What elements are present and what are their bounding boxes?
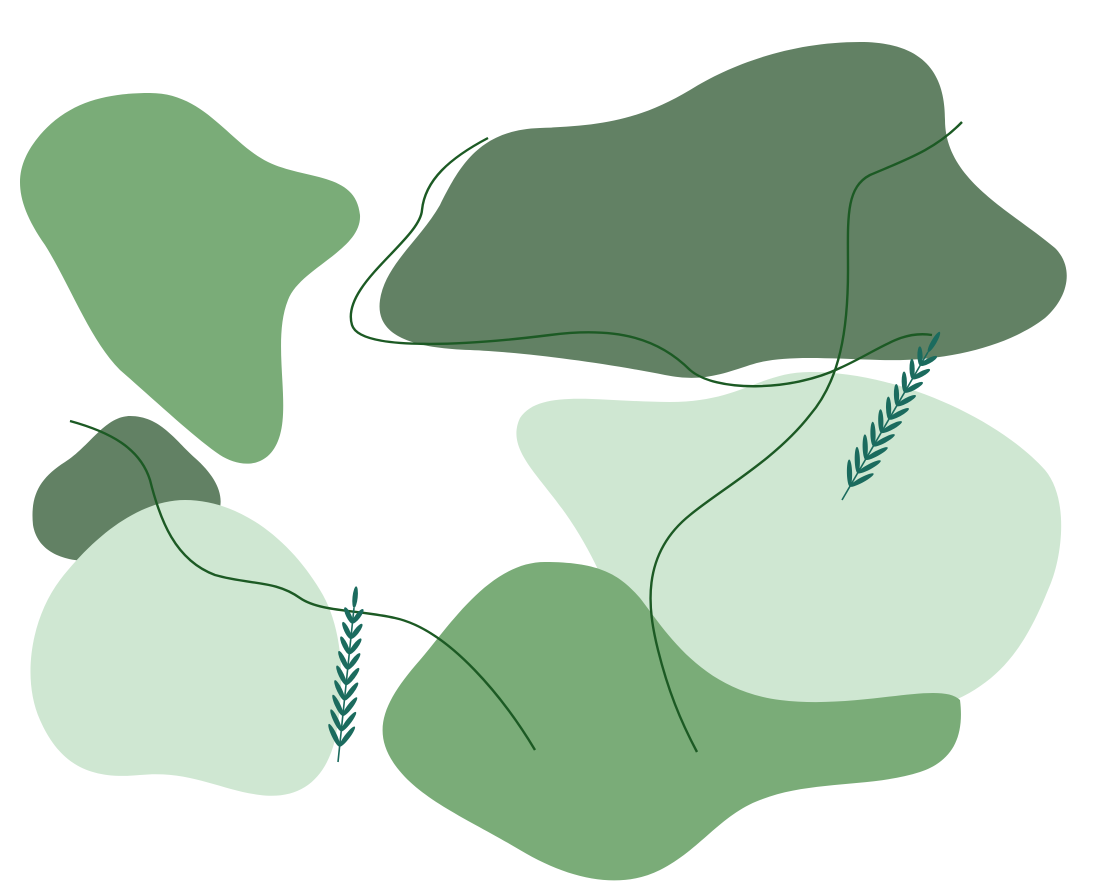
- blob-medium-green-bottom: [382, 562, 961, 881]
- sprig-leaf: [904, 381, 923, 393]
- blob-medium-green-top-left: [20, 93, 361, 464]
- sprig-lower: [328, 586, 364, 763]
- sprig-leaf: [328, 723, 341, 747]
- vine-right: [649, 121, 963, 753]
- sprig-leaf: [917, 346, 923, 366]
- blob-pale-green-bottom-left: [30, 500, 342, 796]
- blob-dark-green-top-right: [379, 42, 1067, 378]
- sprig-leaf: [873, 434, 895, 447]
- sprig-leaf: [846, 459, 853, 487]
- vine-top: [349, 136, 933, 388]
- sprig-upper-right: [841, 331, 941, 501]
- sprig-leaf: [340, 636, 350, 655]
- sprig-leaf: [888, 408, 909, 420]
- sprig-leaf: [885, 396, 892, 420]
- sprig-leaf: [849, 473, 874, 487]
- sprig-leaf: [340, 711, 357, 732]
- sprig-leaf: [854, 446, 860, 474]
- sprig-leaf: [336, 665, 347, 686]
- sprig-leaf: [342, 697, 358, 716]
- sprig-leaf: [348, 638, 362, 655]
- sprig-leaf: [865, 447, 888, 461]
- sprig-leaf: [878, 409, 884, 433]
- sprig-leaf: [870, 421, 876, 447]
- sprig-leaf: [920, 355, 938, 366]
- sprig-leaf: [881, 421, 902, 434]
- sprig-leaf: [344, 682, 359, 701]
- sprig-leaf: [332, 694, 344, 716]
- sprig-leaf: [927, 331, 941, 353]
- sprig-leaf: [334, 680, 345, 701]
- sprig-leaf: [896, 395, 916, 407]
- sprig-leaf: [347, 653, 361, 670]
- sprig-leaf: [344, 607, 354, 624]
- sprig-leaf: [857, 460, 881, 474]
- sprig-leaf: [912, 368, 931, 380]
- sprig-leaf: [338, 650, 349, 670]
- sprig-leaf: [350, 623, 363, 640]
- sprig-leaf: [330, 709, 342, 732]
- sprig-leaf: [339, 726, 356, 747]
- sprig-leaf: [352, 586, 358, 608]
- sprig-leaf: [909, 358, 915, 379]
- sprig-leaf: [342, 621, 352, 639]
- sprig-leaf: [893, 384, 900, 406]
- sprig-leaf: [345, 667, 360, 686]
- vine-left: [69, 419, 537, 751]
- sprig-leaf: [862, 434, 868, 460]
- sprig-leaf: [901, 371, 907, 393]
- sprig-leaf: [352, 609, 364, 624]
